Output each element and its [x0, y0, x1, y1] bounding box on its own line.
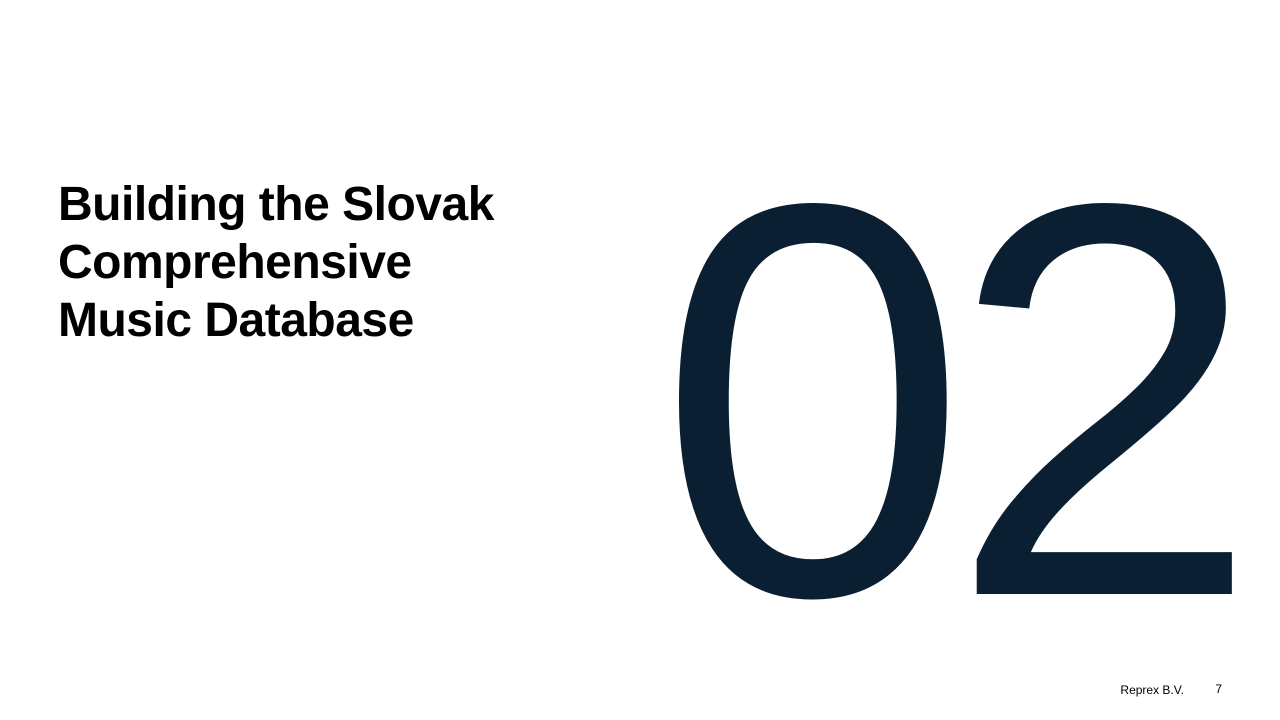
page-number: 7: [1215, 682, 1222, 696]
section-title: Building the Slovak Comprehensive Music …: [58, 178, 494, 347]
section-number: 02: [657, 87, 1260, 713]
footer-company-name: Reprex B.V.: [1120, 683, 1184, 697]
